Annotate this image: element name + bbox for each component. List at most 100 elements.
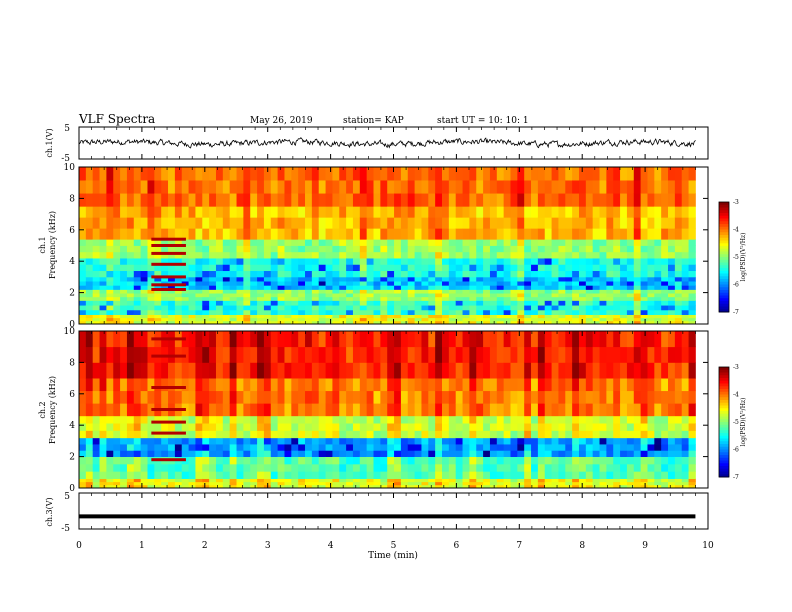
spectrogram-cell xyxy=(435,331,443,348)
spectrogram-cell xyxy=(243,228,251,240)
spectrogram-cell xyxy=(284,362,292,379)
spectrogram-cell xyxy=(517,314,525,319)
spectrogram-cell xyxy=(640,300,648,306)
spectrogram-cell xyxy=(414,258,422,265)
spectrogram-cell xyxy=(215,206,224,218)
spectrogram-cell xyxy=(448,270,457,278)
spectrogram-cell xyxy=(106,415,114,424)
spectrogram-cell xyxy=(668,415,676,424)
spectrogram-cell xyxy=(503,217,511,229)
spectrogram-cell xyxy=(606,456,614,465)
spectrogram-cell xyxy=(174,193,183,207)
spectrogram-cell xyxy=(620,415,628,424)
spectrogram-cell xyxy=(572,320,580,325)
spectrogram-cell xyxy=(531,346,539,363)
spectrogram-cell xyxy=(202,378,210,392)
spectrogram-cell xyxy=(291,314,299,319)
spectrogram-cell xyxy=(236,206,244,218)
spectrogram-cell xyxy=(435,320,443,325)
spectrogram-cell xyxy=(394,300,402,306)
spectrogram-cell xyxy=(387,317,395,322)
spectrogram-cell xyxy=(120,264,128,272)
spectrogram-cell xyxy=(133,423,142,431)
spectrogram-cell xyxy=(243,309,251,315)
spectrogram-cell xyxy=(462,293,470,298)
spectrogram-cell xyxy=(489,463,498,472)
spectrogram-cell xyxy=(236,463,244,472)
spectrogram-cell xyxy=(558,362,566,379)
spectrogram-cell xyxy=(195,264,203,272)
spectrogram-cell xyxy=(442,320,450,325)
spectrogram-cell xyxy=(298,471,306,479)
spectrogram-cell xyxy=(195,403,203,417)
spectrogram-cell xyxy=(626,478,635,483)
spectrogram-cell xyxy=(311,293,320,298)
spectrogram-cell xyxy=(133,450,142,457)
spectrogram-cell xyxy=(544,444,552,451)
spectrogram-cell xyxy=(305,206,313,218)
spectrogram-cell xyxy=(380,309,388,315)
spectrogram-cell xyxy=(113,293,121,298)
spectrogram-cell xyxy=(674,481,683,486)
spectrogram-cell xyxy=(263,430,272,439)
spectrogram-cell xyxy=(661,239,669,246)
spectrogram-cell xyxy=(236,346,244,363)
spectrogram-cell xyxy=(558,346,566,363)
spectrogram-cell xyxy=(599,362,607,379)
spectrogram-cell xyxy=(510,314,518,319)
spectrogram-cell xyxy=(668,228,676,240)
spectrogram-cell xyxy=(229,289,237,294)
spectrogram-cell xyxy=(133,320,142,325)
colorbar-cell xyxy=(719,215,729,219)
spectrogram-cell xyxy=(620,245,628,253)
spectrogram-cell xyxy=(517,456,525,465)
spectrogram-cell xyxy=(620,270,628,278)
spectrogram-cell xyxy=(174,285,183,290)
spectrogram-cell xyxy=(79,289,87,294)
spectrogram-cell xyxy=(414,296,422,301)
spectrogram-cell xyxy=(346,293,354,298)
spectrogram-cell xyxy=(483,276,491,282)
spectrogram-cell xyxy=(585,289,594,294)
spectrogram-cell xyxy=(428,378,436,392)
spectrogram-cell xyxy=(633,193,642,207)
spectrogram-cell xyxy=(250,317,258,322)
spectrogram-cell xyxy=(85,471,94,479)
spectrogram-cell xyxy=(298,478,306,483)
spectrogram-cell xyxy=(421,314,429,319)
spectrogram-cell xyxy=(517,193,525,207)
spectrogram-cell xyxy=(332,276,340,282)
spectrogram-cell xyxy=(140,239,148,246)
spectrogram-cell xyxy=(243,217,251,229)
spectrogram-cell xyxy=(209,300,217,306)
spectrogram-cell xyxy=(359,289,368,294)
spectrogram-cell xyxy=(496,270,505,278)
spectrogram-cell xyxy=(688,471,696,479)
spectrogram-cell xyxy=(202,264,210,272)
spectrogram-cell xyxy=(380,314,388,319)
spectrogram-cell xyxy=(209,444,217,451)
spectrogram-cell xyxy=(558,403,566,417)
spectrogram-cell xyxy=(202,423,210,431)
spectrogram-cell xyxy=(99,450,107,457)
spectrogram-cell xyxy=(263,346,272,363)
spectrogram-cell xyxy=(298,484,306,489)
spectrogram-cell xyxy=(387,450,395,457)
spectrogram-cell xyxy=(503,300,511,306)
spectrogram-cell xyxy=(551,484,559,489)
spectrogram-cell xyxy=(558,471,566,479)
spectrogram-cell xyxy=(668,378,676,392)
spectrogram-cell xyxy=(414,167,422,181)
spectrogram-cell xyxy=(524,289,532,294)
spectrogram-cell xyxy=(421,484,429,489)
spectrogram-cell xyxy=(462,450,470,457)
colorbar-cell xyxy=(719,218,729,222)
spectrogram-cell xyxy=(263,293,272,298)
spectrogram-cell xyxy=(448,423,457,431)
spectrogram-cell xyxy=(483,206,491,218)
spectrogram-cell xyxy=(85,444,94,451)
spectrogram-cell xyxy=(537,456,546,465)
spectrogram-cell xyxy=(517,251,525,259)
spectrogram-cell xyxy=(510,378,518,392)
spectrogram-cell xyxy=(263,390,272,404)
